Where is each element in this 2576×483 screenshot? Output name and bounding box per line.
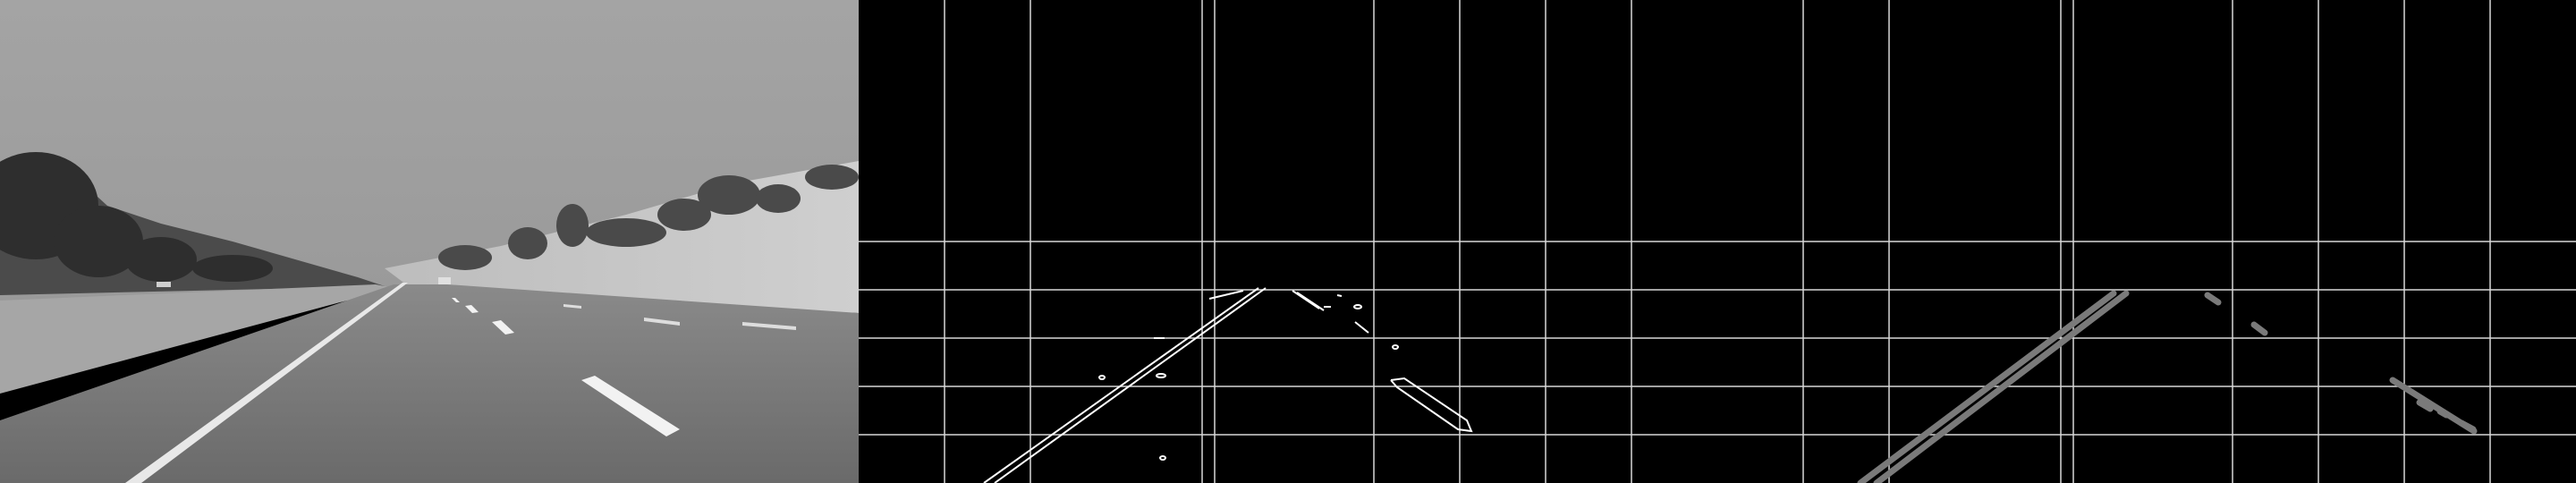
canny-edges-image (859, 0, 1717, 483)
edge-strokes (983, 287, 1473, 483)
grayscale-road-panel (0, 0, 859, 483)
distant-car-2 (157, 282, 171, 287)
right-lane-dashes (452, 298, 680, 436)
hough-lines (1857, 290, 2478, 483)
far-right-lane-dashes (564, 304, 796, 330)
left-trees (0, 152, 273, 282)
right-trees (438, 165, 859, 270)
left-lane-line (125, 283, 408, 483)
hough-lines-panel (1717, 0, 2576, 483)
grid-lines-2 (1717, 0, 2576, 483)
left-grass (0, 284, 394, 394)
road-surface (0, 284, 859, 483)
hough-lines-image (1717, 0, 2576, 483)
grid-lines (859, 0, 1717, 483)
canny-edges-panel (859, 0, 1717, 483)
grayscale-road-image (0, 0, 859, 483)
distant-car (438, 277, 451, 284)
